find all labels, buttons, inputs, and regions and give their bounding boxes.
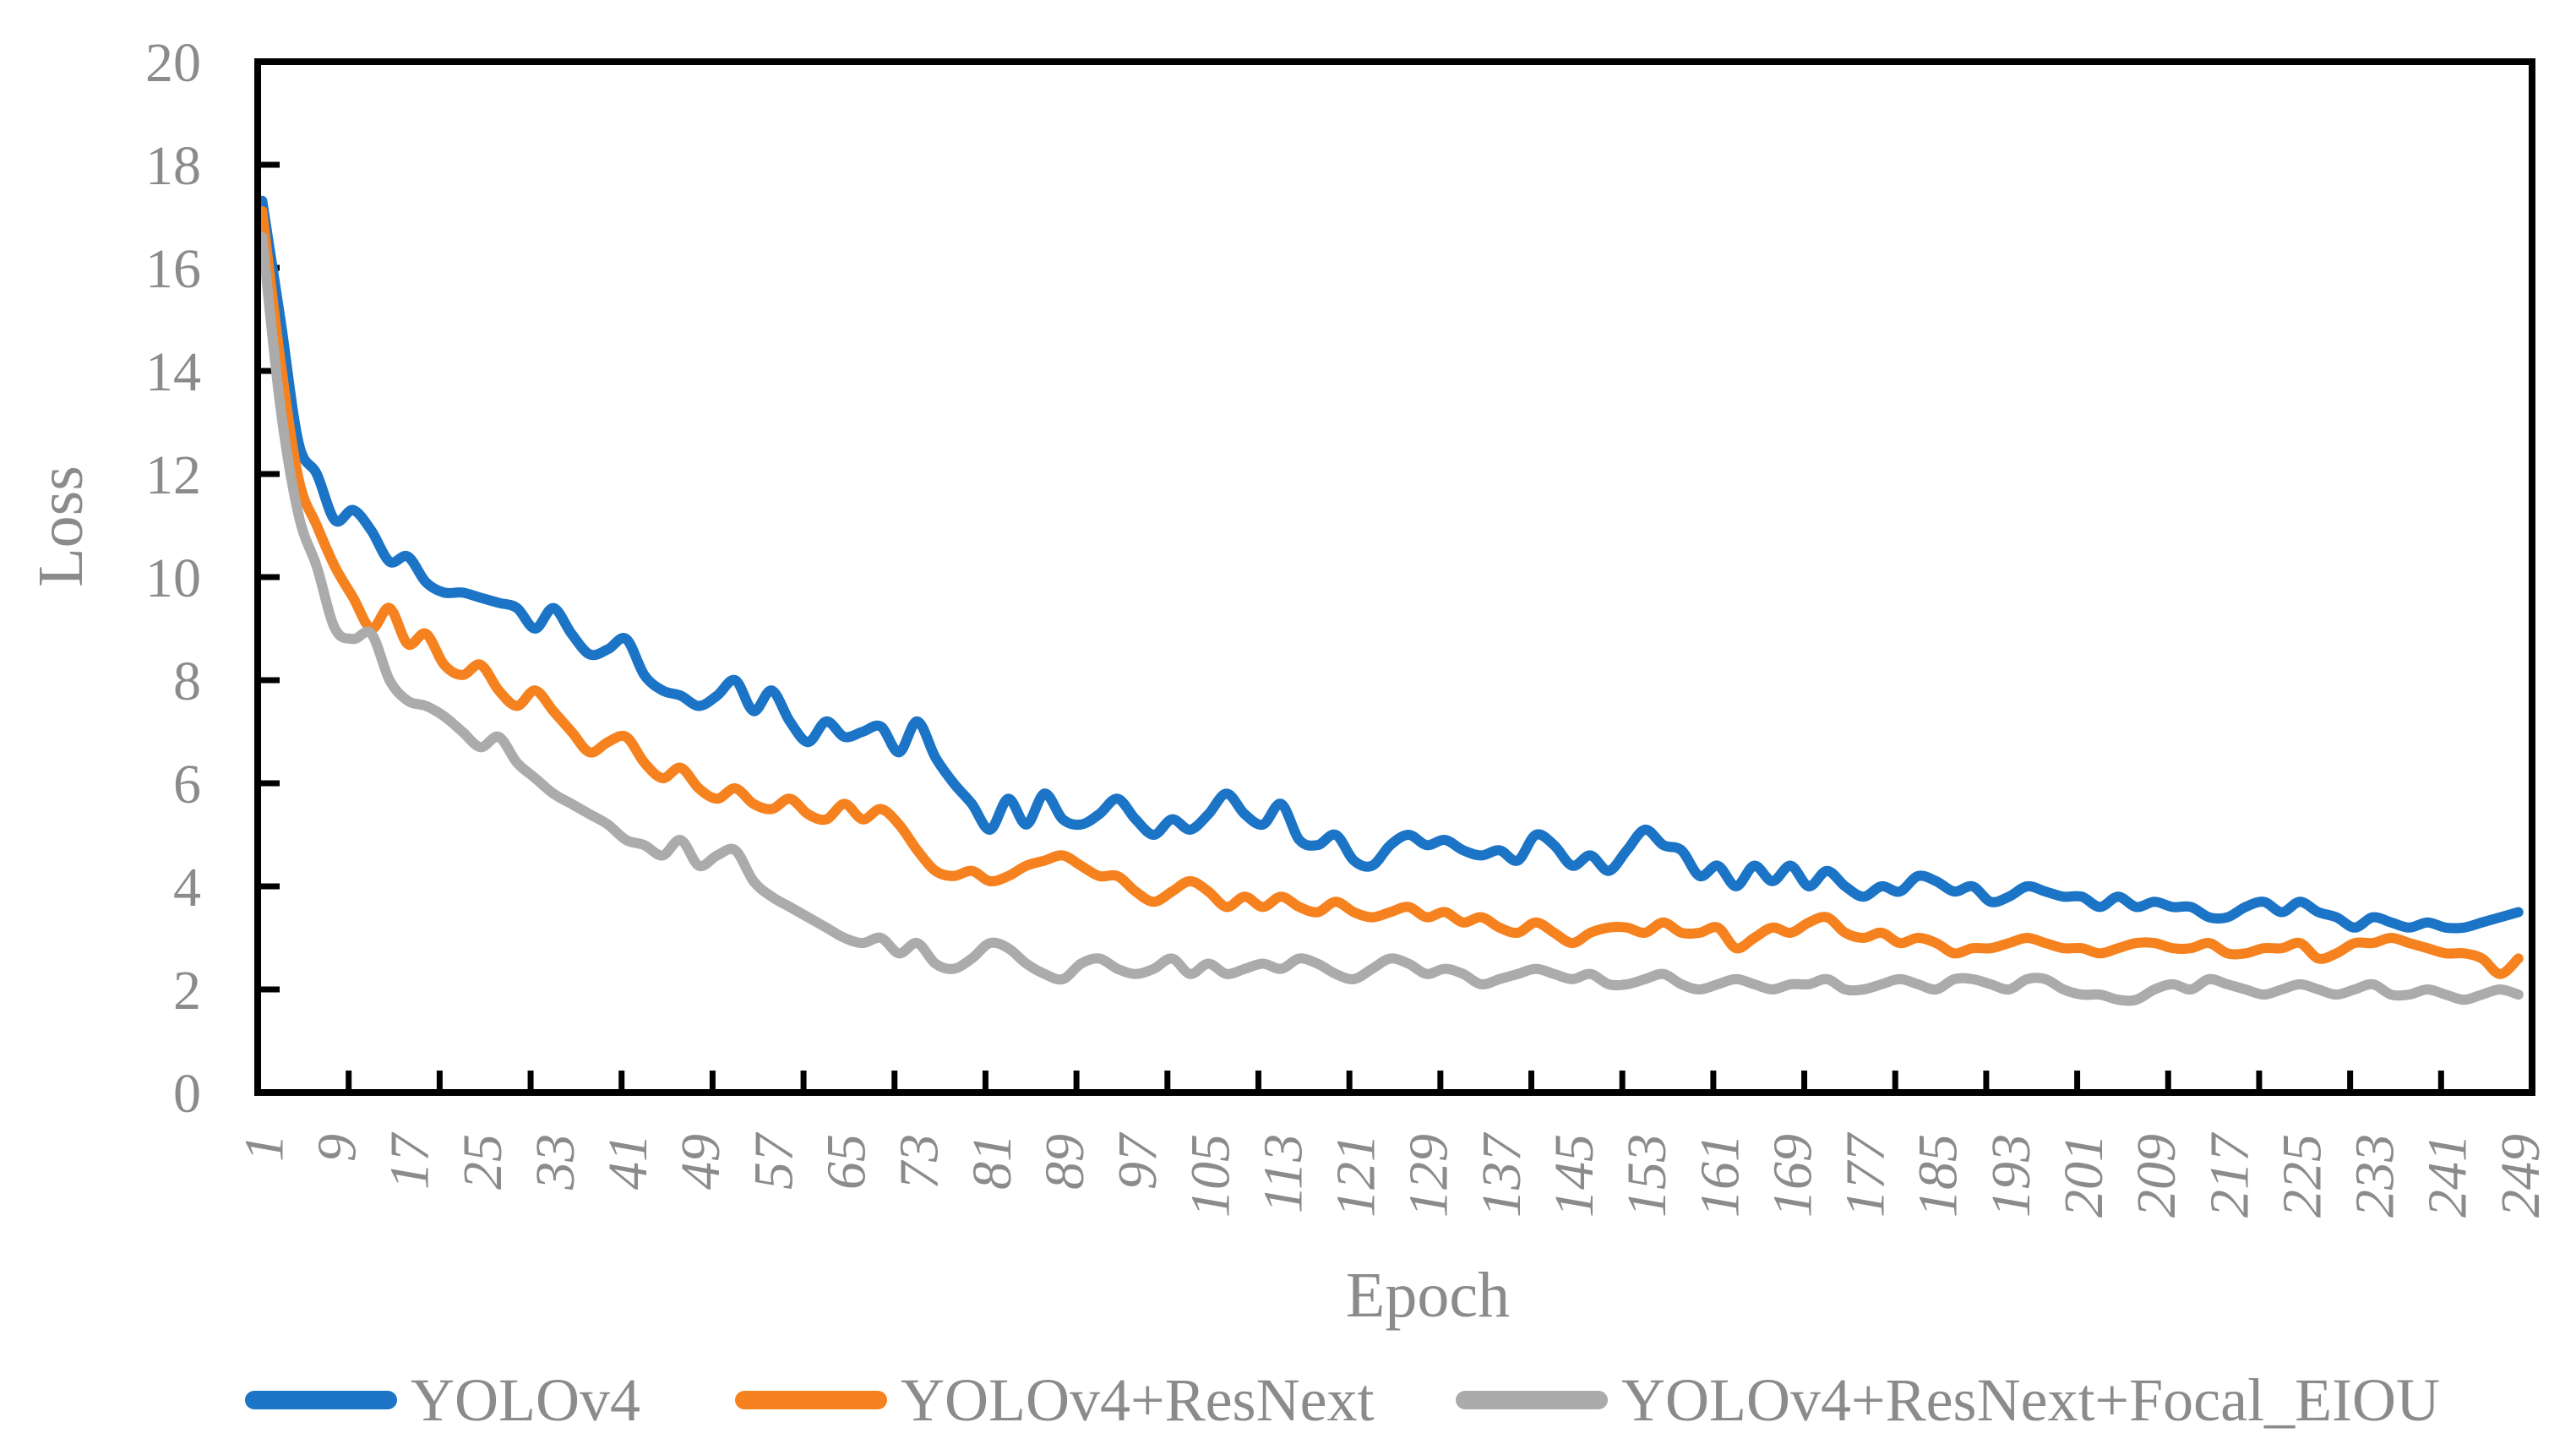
x-tick-label: 249 <box>2490 1134 2551 1218</box>
x-tick-label: 9 <box>307 1134 368 1162</box>
legend: YOLOv4 YOLOv4+ResNext YOLOv4+ResNext+Foc… <box>0 1362 2576 1438</box>
x-tick-label: 81 <box>961 1134 1023 1190</box>
series-line-yolov4-resnext-focal-eiou <box>257 232 2524 1006</box>
x-tick-label: 97 <box>1107 1131 1168 1190</box>
x-tick-label: 169 <box>1762 1134 1823 1218</box>
x-tick-label: 65 <box>816 1134 878 1190</box>
y-tick-label: 2 <box>173 960 201 1022</box>
x-tick-label: 49 <box>670 1134 732 1190</box>
legend-item-yolov4-resnext: YOLOv4+ResNext <box>735 1362 1375 1438</box>
legend-swatch-yolov4 <box>245 1391 397 1409</box>
y-tick-label: 12 <box>145 444 201 506</box>
series-line-yolov4 <box>257 195 2524 934</box>
x-tick-label: 209 <box>2126 1134 2187 1218</box>
x-tick-label: 193 <box>1980 1134 2042 1218</box>
x-tick-label: 217 <box>2198 1131 2260 1218</box>
x-tick-label: 185 <box>1908 1134 1969 1218</box>
legend-label-yolov4: YOLOv4 <box>411 1366 640 1434</box>
x-tick-label: 225 <box>2271 1134 2333 1218</box>
x-tick-label: 1 <box>233 1134 295 1162</box>
x-tick-label: 161 <box>1689 1134 1751 1218</box>
x-tick-label: 241 <box>2417 1134 2479 1218</box>
legend-label-yolov4-resnext: YOLOv4+ResNext <box>901 1366 1375 1434</box>
x-tick-label: 57 <box>743 1131 804 1190</box>
x-tick-label: 129 <box>1398 1134 1460 1218</box>
y-tick-label: 8 <box>173 651 201 712</box>
x-tick-label: 25 <box>452 1134 514 1190</box>
y-tick-label: 4 <box>173 857 201 918</box>
y-axis-title: Loss <box>25 466 96 587</box>
x-tick-label: 17 <box>379 1131 441 1190</box>
x-tick-label: 177 <box>1835 1131 1897 1218</box>
series-line-yolov4-resnext <box>257 205 2524 979</box>
plot-border <box>254 58 2535 1096</box>
x-tick-label: 105 <box>1179 1134 1241 1218</box>
x-tick-label: 153 <box>1616 1134 1678 1218</box>
y-tick-label: 0 <box>173 1063 201 1125</box>
x-tick-label: 73 <box>889 1134 950 1190</box>
y-tick-label: 20 <box>145 32 201 94</box>
legend-item-yolov4: YOLOv4 <box>245 1362 640 1438</box>
legend-label-yolov4-resnext-focal-eiou: YOLOv4+ResNext+Focal_EIOU <box>1621 1366 2441 1434</box>
x-tick-label: 41 <box>597 1134 659 1190</box>
y-tick-label: 6 <box>173 754 201 815</box>
x-tick-label: 233 <box>2345 1134 2406 1218</box>
x-tick-label: 137 <box>1471 1131 1533 1218</box>
x-tick-label: 33 <box>525 1134 586 1191</box>
x-tick-label: 121 <box>1326 1134 1387 1218</box>
legend-swatch-yolov4-resnext-focal-eiou <box>1456 1391 1608 1409</box>
legend-item-yolov4-resnext-focal-eiou: YOLOv4+ResNext+Focal_EIOU <box>1456 1362 2440 1438</box>
y-tick-label: 14 <box>145 341 201 403</box>
x-tick-label: 113 <box>1252 1134 1314 1213</box>
x-tick-label: 145 <box>1544 1134 1605 1218</box>
x-tick-label: 201 <box>2053 1134 2115 1218</box>
y-tick-label: 10 <box>145 548 201 609</box>
y-tick-label: 18 <box>145 135 201 197</box>
x-axis-title: Epoch <box>1345 1260 1511 1331</box>
legend-swatch-yolov4-resnext <box>735 1391 887 1409</box>
x-tick-label: 89 <box>1034 1134 1096 1190</box>
y-tick-label: 16 <box>145 238 201 300</box>
